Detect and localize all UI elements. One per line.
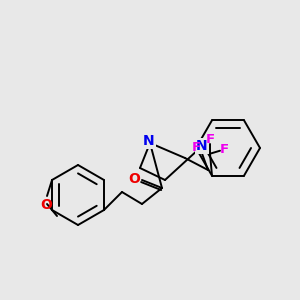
Text: N: N [143,134,155,148]
Text: F: F [219,143,229,156]
Text: F: F [206,133,214,146]
Text: O: O [128,172,140,186]
Text: N: N [196,139,208,153]
Text: F: F [191,141,201,154]
Text: O: O [40,198,52,212]
